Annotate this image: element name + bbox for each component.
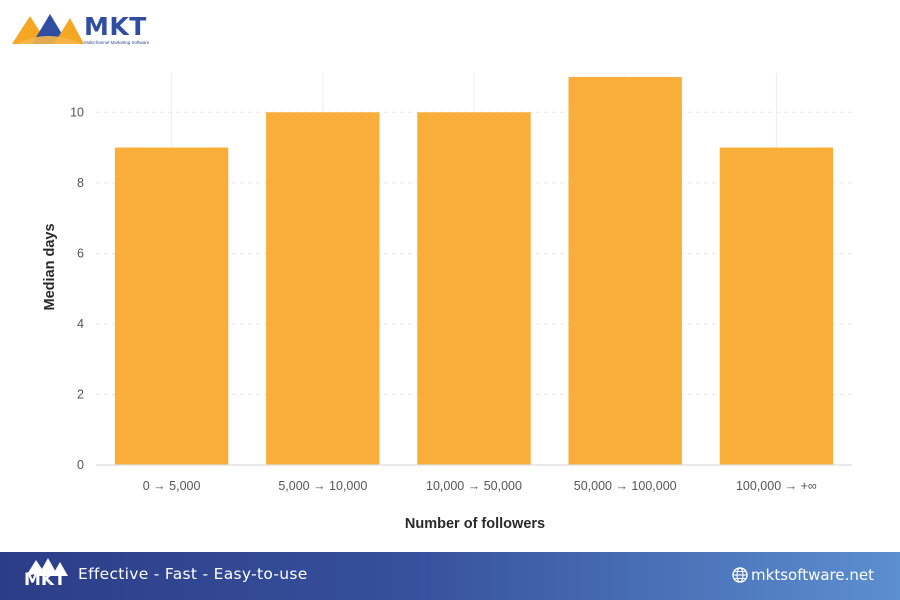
website-text: mktsoftware.net — [751, 566, 874, 584]
x-tick-label: 100,000 → +∞ — [736, 479, 817, 493]
y-tick-label: 6 — [77, 246, 84, 260]
y-tick-label: 4 — [77, 317, 84, 331]
bar — [417, 112, 531, 465]
y-tick-label: 2 — [77, 387, 84, 401]
y-tick-label: 10 — [70, 105, 84, 119]
logo-mark-icon — [12, 14, 84, 44]
brand-logo — [10, 8, 160, 50]
y-tick-label: 0 — [77, 458, 84, 472]
footer-tagline: Effective - Fast - Easy-to-use — [78, 565, 308, 583]
y-tick-label: 8 — [77, 176, 84, 190]
brand-name: MKT — [84, 12, 147, 41]
bar-chart: 0 2 4 6 8 10 0 → 5,000 5,000 → 10,000 10,000 → 5… — [42, 73, 852, 532]
footer-brand-name: MKT — [24, 570, 66, 590]
footer-logo-icon — [26, 558, 68, 576]
footer-banner: MKT Effective - Fast - Easy-to-use mktso… — [0, 552, 900, 600]
bar — [568, 77, 682, 465]
bars — [114, 77, 834, 465]
y-axis-title: Median days — [42, 223, 58, 310]
x-tick-label: 50,000 → 100,000 — [574, 479, 677, 493]
bar — [114, 147, 229, 465]
x-tick-label: 0 → 5,000 — [143, 479, 201, 493]
bar — [719, 147, 834, 465]
axes: 0 2 4 6 8 10 0 → 5,000 5,000 → 10,000 10,000 → 5… — [70, 105, 852, 493]
x-tick-label: 5,000 → 10,000 — [278, 479, 367, 493]
x-tick-label: 10,000 → 50,000 — [426, 479, 522, 493]
globe-icon — [732, 567, 748, 583]
brand-subtitle: Multichannel Marketing Software — [84, 40, 150, 45]
bar — [266, 112, 380, 465]
x-axis-title: Number of followers — [405, 516, 545, 532]
website-link[interactable]: mktsoftware.net — [732, 566, 874, 584]
